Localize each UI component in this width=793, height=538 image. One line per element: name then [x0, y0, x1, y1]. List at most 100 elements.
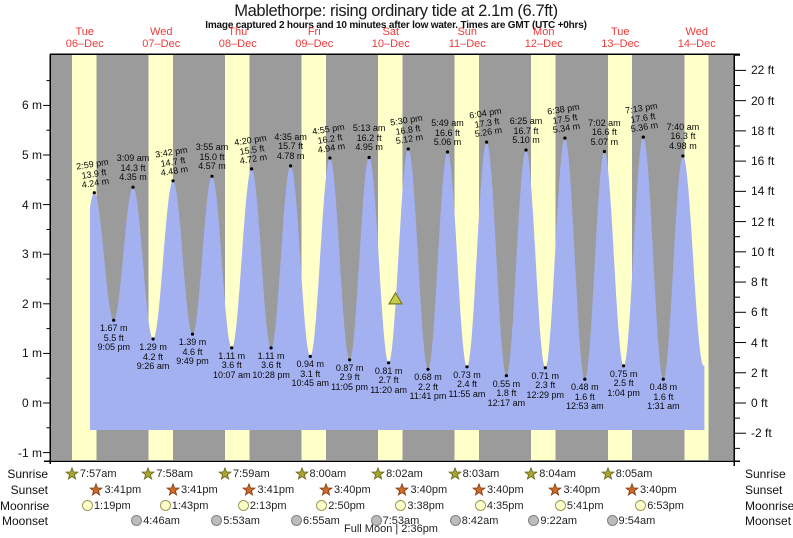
high-tide-label: 4:55 pm 16.2 ft 4.94 m — [311, 121, 346, 155]
sunset-icon — [165, 482, 180, 496]
high-tide-label: 6:25 am 16.7 ft 5.10 m — [509, 116, 543, 146]
row-label-sunset-left: Sunset — [10, 483, 48, 497]
moonrise-time: 6:53pm — [647, 499, 684, 512]
moonset-item: 6:55am — [291, 513, 340, 528]
moonset-time: 9:54am — [618, 514, 656, 527]
moonrise-item: 1:43pm — [159, 498, 209, 513]
sunset-time: 3:41pm — [104, 483, 142, 496]
row-label-moonrise-left: Moonrise — [0, 499, 50, 513]
tide-extreme-dot — [210, 174, 214, 178]
sunset-icon — [89, 482, 104, 496]
sunrise-item: 7:59am — [217, 466, 270, 481]
sunset-icon — [471, 482, 486, 496]
moonrise-icon — [316, 500, 328, 511]
high-tide-label: 4:35 am 15.7 ft 4.78 m — [274, 131, 307, 161]
tide-extreme-dot — [308, 354, 312, 358]
low-tide-label: 0.71 m 2.3 ft 12:29 pm — [526, 370, 565, 400]
high-tide-label: 6:04 pm 17.3 ft 5.26 m — [468, 105, 503, 140]
sunset-time: 3:41pm — [257, 483, 295, 496]
day-label: Tue 06–Dec — [65, 26, 104, 50]
right-axis-label: 2 ft — [751, 365, 768, 380]
high-tide-label: 2:59 pm 13.9 ft 4.24 m — [75, 156, 110, 190]
day-label: Tue 13–Dec — [601, 26, 640, 50]
sunset-item: 3:41pm — [89, 482, 141, 497]
day-label: Thu 08–Dec — [218, 26, 257, 50]
low-tide-label: 1.11 m 3.6 ft 10:07 am — [212, 350, 251, 380]
tide-extreme-dot — [348, 358, 352, 362]
moonset-item: 9:22am — [528, 513, 577, 528]
moonset-item: 7:53am — [370, 513, 420, 528]
moonrise-icon — [395, 500, 407, 511]
low-tide-label: 0.81 m 2.7 ft 11:20 am — [370, 365, 408, 395]
low-tide-label: 1.29 m 4.2 ft 9:26 am — [136, 342, 170, 372]
moonset-time: 5:53am — [223, 514, 260, 527]
sunrise-time: 8:02am — [386, 467, 423, 480]
right-axis-label: 12 ft — [751, 214, 775, 229]
page-title: Mablethorpe: rising ordinary tide at 2.1… — [234, 2, 558, 20]
sunrise-item: 8:04am — [524, 466, 576, 481]
tide-extreme-dot — [524, 148, 528, 152]
moonset-icon — [131, 515, 143, 526]
moonrise-icon — [81, 500, 93, 511]
tide-extreme-dot — [250, 167, 254, 171]
sunrise-item: 7:57am — [64, 466, 117, 481]
low-tide-label: 0.55 m 1.8 ft 12:17 am — [487, 378, 526, 408]
right-axis-label: 0 ft — [751, 396, 768, 410]
moonset-time: 7:53am — [382, 514, 420, 527]
tide-extreme-dot — [328, 156, 332, 160]
moonset-icon — [528, 515, 540, 526]
moonset-item: 4:46am — [131, 513, 180, 528]
sunset-item: 3:41pm — [165, 482, 218, 497]
high-tide-label: 5:30 pm 16.8 ft 5.12 m — [389, 112, 425, 147]
row-label-moonrise-right: Moonrise — [745, 499, 793, 513]
sunrise-icon — [217, 466, 232, 480]
day-label: Sat 10–Dec — [371, 26, 410, 50]
tide-extreme-dot — [426, 367, 430, 371]
left-axis-label: 1 m — [21, 346, 42, 361]
moonset-icon — [291, 515, 303, 526]
right-axis-label: 6 ft — [751, 305, 768, 320]
sunrise-item: 8:02am — [371, 466, 423, 481]
sunrise-time: 8:05am — [615, 467, 653, 480]
high-tide-label: 3:42 pm 14.7 ft 4.48 m — [154, 144, 189, 178]
moonrise-item: 3:38pm — [395, 498, 444, 513]
row-label-sunrise-left: Sunrise — [7, 467, 48, 481]
tide-extreme-dot — [485, 140, 489, 144]
sunrise-icon — [294, 466, 309, 480]
sunrise-icon — [600, 466, 615, 480]
high-tide-label: 7:40 am 16.3 ft 4.98 m — [666, 121, 700, 151]
day-label: Wed 07–Dec — [142, 26, 181, 50]
tide-extreme-dot — [661, 377, 665, 381]
row-label-sunrise-right: Sunrise — [745, 467, 786, 481]
sunset-item: 3:40pm — [548, 482, 600, 497]
tide-extreme-dot — [112, 318, 116, 322]
moonrise-time: 1:19pm — [93, 499, 131, 512]
sunset-icon — [395, 482, 410, 496]
right-axis-label: 10 ft — [751, 244, 775, 259]
current-tide-marker — [387, 291, 404, 305]
sunset-time: 3:40pm — [486, 483, 524, 496]
right-axis-label: 4 ft — [751, 335, 768, 350]
left-axis-label: 6 m — [21, 98, 42, 113]
moonrise-time: 1:43pm — [171, 499, 209, 512]
low-tide-label: 0.73 m 2.4 ft 11:55 am — [448, 369, 486, 399]
tide-extreme-dot — [151, 337, 155, 341]
moonset-icon — [606, 515, 618, 526]
low-tide-label: 0.87 m 2.9 ft 11:05 pm — [331, 362, 369, 392]
left-axis-label: 2 m — [21, 296, 42, 311]
sunset-icon — [318, 482, 333, 496]
row-label-moonset-left: Moonset — [1, 514, 48, 528]
tide-extreme-dot — [406, 147, 410, 151]
sunset-item: 3:41pm — [242, 482, 294, 497]
tide-extreme-dot — [190, 332, 195, 336]
full-moon-note: Full Moon | 2:36pm — [344, 523, 438, 535]
low-tide-label: 1.11 m 3.6 ft 10:28 pm — [252, 350, 290, 380]
moonrise-item: 2:13pm — [237, 498, 287, 513]
right-axis-label: 18 ft — [751, 123, 775, 138]
sunset-time: 3:41pm — [180, 483, 218, 496]
moonset-item: 8:42am — [449, 513, 498, 528]
sunrise-icon — [524, 466, 539, 480]
sunrise-icon — [64, 466, 79, 480]
